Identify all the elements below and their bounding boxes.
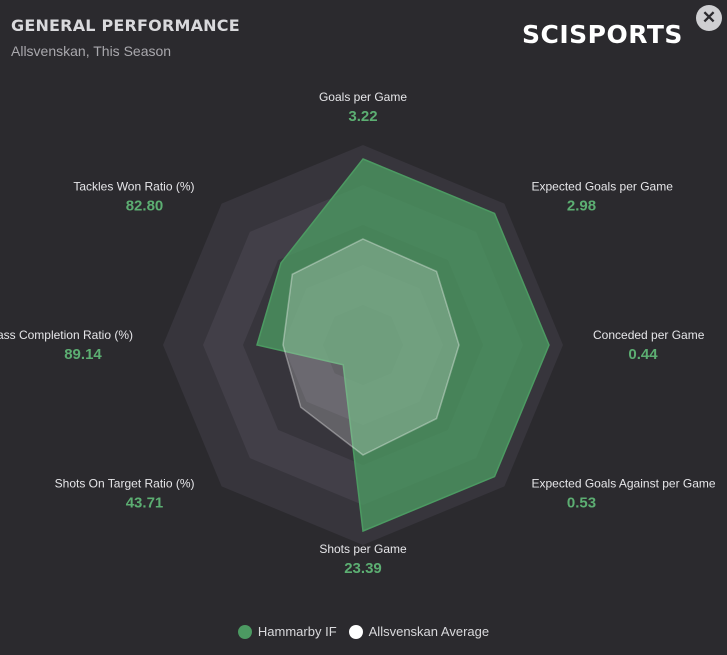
chart-title: GENERAL PERFORMANCE (11, 16, 240, 35)
legend-swatch-average (348, 624, 363, 639)
axis-value: 0.53 (567, 494, 596, 511)
axis-label: Tackles Won Ratio (%) (73, 180, 194, 194)
axis-value: 82.80 (126, 198, 164, 215)
legend-label-team: Hammarby IF (257, 624, 337, 639)
close-icon[interactable]: ✕ (696, 5, 722, 31)
legend-label-average: Allsvenskan Average (368, 624, 490, 639)
chart-subtitle: Allsvenskan, This Season (11, 43, 172, 59)
axis-value: 0.44 (628, 346, 658, 363)
radar-series-team (256, 158, 550, 533)
legend-item-average[interactable]: Allsvenskan Average (348, 624, 490, 639)
radar-series-average (282, 238, 460, 456)
scisports-logo: SCISPORTS (522, 20, 683, 49)
axis-value: 89.14 (64, 346, 102, 363)
axis-value: 3.22 (348, 108, 377, 125)
legend-item-team[interactable]: Hammarby IF (237, 624, 337, 639)
axis-label: Shots On Target Ratio (%) (55, 476, 195, 490)
axis-label: Expected Goals Against per Game (531, 476, 715, 490)
axis-label: Goals per Game (319, 90, 407, 104)
axis-value: 43.71 (126, 494, 164, 511)
axis-label: Pass Completion Ratio (%) (0, 328, 133, 342)
axis-label: Expected Goals per Game (531, 180, 673, 194)
axis-value: 23.39 (344, 560, 382, 577)
chart-legend: Hammarby IF Allsvenskan Average (0, 624, 727, 639)
axis-label: Shots per Game (319, 542, 407, 556)
legend-swatch-team (237, 624, 252, 639)
axis-value: 2.98 (567, 198, 596, 215)
axis-label: Conceded per Game (593, 328, 705, 342)
